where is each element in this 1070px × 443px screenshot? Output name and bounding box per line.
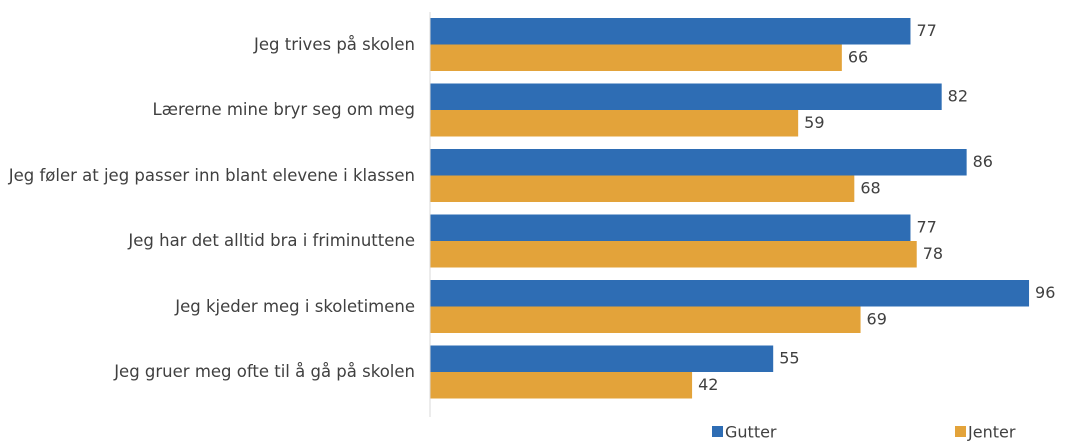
bar xyxy=(430,214,911,241)
value-label: 96 xyxy=(1035,283,1055,302)
bar xyxy=(430,306,861,333)
legend-label: Gutter xyxy=(725,423,777,442)
category-label: Jeg føler at jeg passer inn blant eleven… xyxy=(8,165,415,185)
value-label: 42 xyxy=(698,375,718,394)
value-label: 78 xyxy=(923,244,943,263)
bar xyxy=(430,110,799,137)
bar xyxy=(430,83,942,110)
value-label: 86 xyxy=(973,152,993,171)
bar xyxy=(430,44,842,71)
bar xyxy=(430,18,911,45)
category-label: Lærerne mine bryr seg om meg xyxy=(152,100,415,120)
legend-swatch xyxy=(955,426,966,437)
value-label: 77 xyxy=(916,21,936,40)
value-label: 59 xyxy=(804,113,824,132)
bar xyxy=(430,149,967,176)
value-label: 69 xyxy=(867,309,887,328)
bar xyxy=(430,372,693,399)
value-label: 68 xyxy=(860,178,880,197)
bar xyxy=(430,280,1030,307)
value-label: 55 xyxy=(779,348,799,367)
legend-label: Jenter xyxy=(967,423,1016,442)
category-label: Jeg gruer meg ofte til å gå på skolen xyxy=(114,362,415,382)
category-label: Jeg har det alltid bra i friminuttene xyxy=(128,231,415,251)
category-label: Jeg trives på skolen xyxy=(253,34,415,54)
bar xyxy=(430,345,774,372)
bar xyxy=(430,175,855,202)
value-label: 66 xyxy=(848,47,868,66)
value-label: 82 xyxy=(948,86,968,105)
category-label: Jeg kjeder meg i skoletimene xyxy=(175,296,415,316)
value-label: 77 xyxy=(916,217,936,236)
bar xyxy=(430,241,917,268)
legend-swatch xyxy=(712,426,723,437)
